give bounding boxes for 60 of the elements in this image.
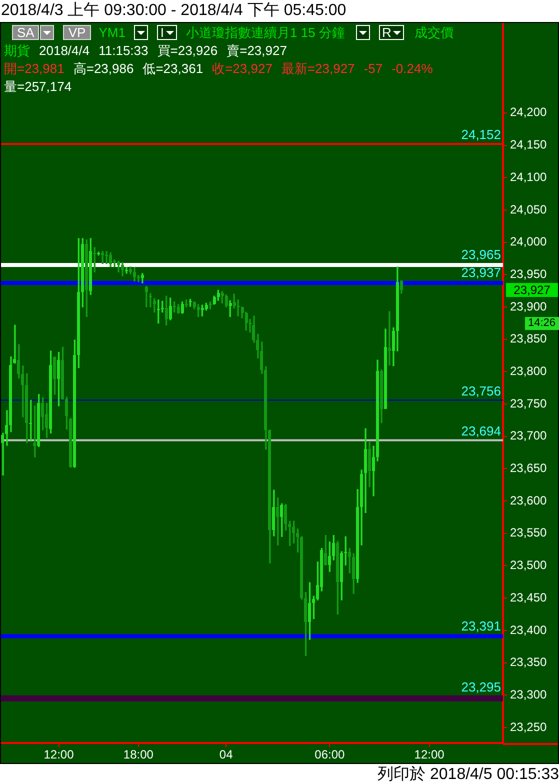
y-tick-label: 23,800 (510, 364, 548, 378)
x-tick-label: 12:00 (414, 748, 445, 762)
ref-line-label: 23,756 (461, 384, 501, 399)
button: VP (63, 25, 91, 40)
ref-line-label: 23,937 (461, 265, 501, 280)
text: 14:26 (525, 317, 559, 330)
annotation: VP (68, 25, 86, 40)
y-tick-label: 23,250 (510, 720, 548, 734)
ref-line-label: 23,694 (461, 423, 501, 438)
y-tick-label: 23,850 (510, 332, 548, 346)
annotation: 量=257,174 (4, 79, 72, 94)
chart-subtitle: 小道瓊指數連續月1 15 分鐘 (186, 25, 345, 40)
ref-line-label: 23,965 (461, 247, 501, 262)
dropdown: I (157, 25, 178, 40)
text: 23,927 (506, 283, 558, 297)
annotation: 買=23,926 (157, 43, 218, 58)
y-tick-label: 23,300 (510, 687, 548, 702)
y-tick-label: 23,400 (510, 622, 548, 637)
y-tick-label: 23,650 (510, 461, 548, 476)
y-tick-label: 24,000 (510, 234, 548, 249)
x-tick-label: 18:00 (123, 748, 154, 762)
annotation: SA (17, 25, 34, 40)
text: 列印於 2018/4/5 00:15:33 (378, 764, 559, 782)
y-tick-label: 24,100 (510, 170, 548, 184)
annotation: 開=23,981 (4, 61, 64, 76)
ref-line-label: 24,152 (461, 127, 501, 142)
x-tick-label: 04 (219, 748, 234, 762)
dropdown: R (378, 25, 404, 40)
annotation: R (382, 25, 392, 40)
annotation: 期貨 (4, 43, 30, 58)
button: SA (12, 25, 40, 40)
y-tick-label: 23,450 (510, 590, 548, 604)
y-tick-label: 23,950 (510, 266, 548, 281)
chart-title: 2018/4/3 上午 09:30:00 - 2018/4/4 下午 05:45:00 (1, 0, 346, 21)
y-tick-label: 23,750 (510, 396, 548, 410)
annotation: 收=23,927 (212, 61, 272, 76)
annotation: 高=23,986 (73, 61, 134, 76)
annotation: 成交價 (414, 25, 454, 40)
annotation: -0.24% (392, 61, 433, 76)
ref-line-label: 23,295 (461, 679, 501, 694)
x-tick-label: 12:00 (44, 748, 74, 762)
annotation: 賣=23,927 (226, 43, 287, 58)
y-tick-label: 23,500 (510, 558, 548, 572)
y-tick-label: 23,600 (510, 493, 548, 508)
annotation: 11:15:33 (98, 43, 148, 58)
annotation: -57 (364, 61, 383, 76)
annotation: 2018/4/4 (39, 43, 90, 58)
y-tick-label: 23,700 (510, 428, 548, 443)
annotation: I (160, 25, 164, 40)
annotation: 低=23,361 (142, 61, 204, 76)
y-tick-label: 24,150 (510, 138, 548, 152)
y-tick-label: 24,200 (510, 105, 548, 120)
x-tick-label: 06:00 (314, 748, 346, 762)
annotation: YM1 (98, 25, 126, 40)
ref-line-label: 23,391 (461, 618, 501, 634)
y-tick-label: 23,350 (510, 655, 548, 670)
annotation: 最新=23,927 (281, 61, 355, 76)
y-tick-label: 24,050 (510, 202, 548, 216)
y-tick-label: 23,900 (510, 299, 548, 314)
y-tick-label: 23,550 (510, 526, 548, 540)
